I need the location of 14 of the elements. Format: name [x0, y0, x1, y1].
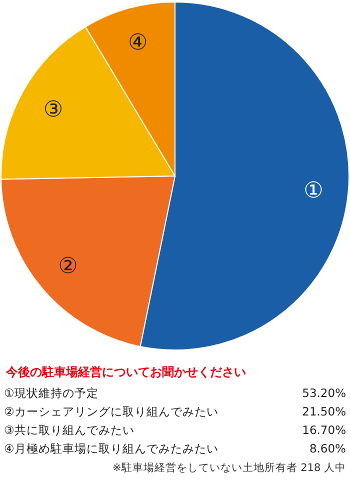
- slice-label: ②: [58, 254, 78, 279]
- text: ②カーシェアリングに取り組んでみたい: [4, 404, 218, 418]
- slice-label: ①: [304, 178, 324, 204]
- text: 21.50%: [302, 404, 346, 418]
- slice-label: ③: [43, 97, 64, 122]
- text: ①現状維持の予定: [4, 386, 98, 400]
- text: ③共に取り組んでみたい: [4, 423, 134, 437]
- slice-label: ④: [128, 30, 148, 56]
- text: 今後の駐車場経営についてお聞かせください: [5, 365, 246, 379]
- text: ④月極め駐車場に取り組んでみたみたい: [4, 442, 218, 456]
- text: 53.20%: [302, 386, 346, 400]
- text: 16.70%: [302, 423, 346, 437]
- text: 8.60%: [309, 442, 346, 456]
- text: ※駐車場経営をしていない土地所有者 218 人中: [112, 461, 346, 474]
